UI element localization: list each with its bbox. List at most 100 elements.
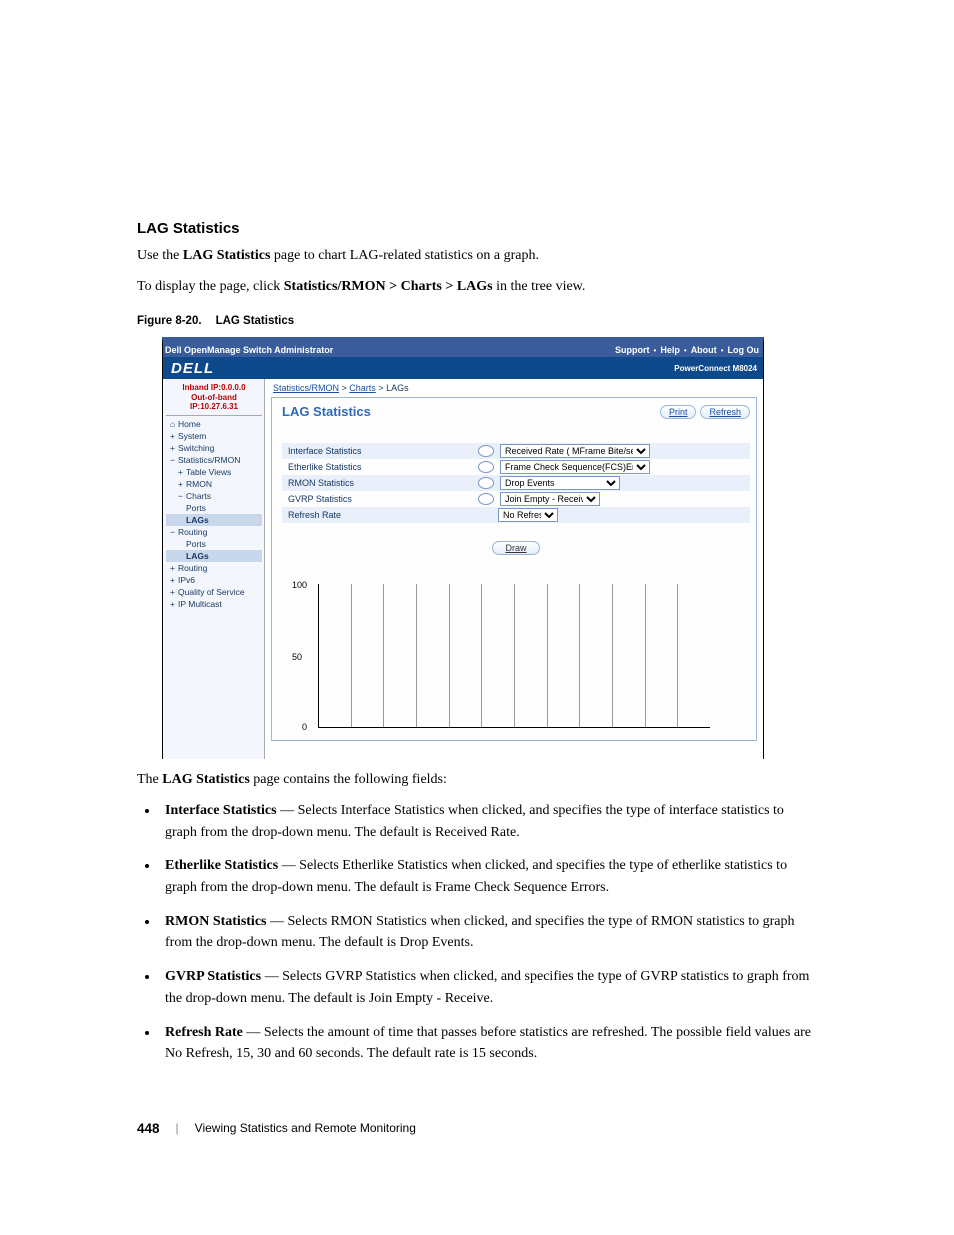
draw-row: Draw bbox=[282, 543, 750, 554]
select-refresh-rate[interactable]: No Refresh bbox=[498, 508, 558, 522]
intro-line-2: To display the page, click Statistics/RM… bbox=[137, 276, 817, 297]
label: Etherlike Statistics bbox=[282, 462, 478, 472]
radio-rmon[interactable] bbox=[478, 477, 494, 489]
label: GVRP Statistics bbox=[282, 494, 478, 504]
oob-ip: Out-of-band IP:10.27.6.31 bbox=[166, 393, 262, 412]
panel-head: LAG Statistics Print Refresh bbox=[282, 404, 750, 419]
text-bold: LAG Statistics bbox=[162, 772, 250, 787]
nav-ipv6[interactable]: +IPv6 bbox=[166, 574, 262, 586]
label: Refresh Rate bbox=[282, 510, 478, 520]
select-etherlike[interactable]: Frame Check Sequence(FCS)Errors bbox=[500, 460, 650, 474]
figure-caption: Figure 8-20. LAG Statistics bbox=[137, 315, 817, 327]
nav-stats[interactable]: −Statistics/RMON bbox=[166, 454, 262, 466]
crumb-stats[interactable]: Statistics/RMON bbox=[273, 383, 339, 393]
chapter-title: Viewing Statistics and Remote Monitoring bbox=[195, 1121, 416, 1135]
breadcrumb: Statistics/RMON > Charts > LAGs bbox=[271, 381, 757, 397]
radio-gvrp[interactable] bbox=[478, 493, 494, 505]
figure-number: Figure 8-20. bbox=[137, 315, 202, 327]
text: The bbox=[137, 772, 162, 787]
field-name: Interface Statistics bbox=[165, 803, 277, 818]
row-etherlike-stats: Etherlike Statistics Frame Check Sequenc… bbox=[282, 459, 750, 475]
nav-routing-lags[interactable]: LAGs bbox=[166, 550, 262, 562]
stats-form: Interface Statistics Received Rate ( MFr… bbox=[282, 443, 750, 523]
inband-ip: Inband IP:0.0.0.0 bbox=[166, 383, 262, 393]
field-name: GVRP Statistics bbox=[165, 969, 261, 984]
text: Use the bbox=[137, 248, 183, 263]
list-item: Interface Statistics — Selects Interface… bbox=[159, 800, 817, 843]
nav-charts-ports[interactable]: Ports bbox=[166, 502, 262, 514]
help-link[interactable]: Help bbox=[660, 345, 680, 355]
select-rmon[interactable]: Drop Events bbox=[500, 476, 620, 490]
about-link[interactable]: About bbox=[691, 345, 717, 355]
model-label: PowerConnect M8024 bbox=[674, 364, 763, 373]
text: To display the page, click bbox=[137, 279, 284, 294]
row-rmon-stats: RMON Statistics Drop Events bbox=[282, 475, 750, 491]
nav-routing-ports[interactable]: Ports bbox=[166, 538, 262, 550]
refresh-button[interactable]: Refresh bbox=[700, 405, 750, 419]
list-item: RMON Statistics — Selects RMON Statistic… bbox=[159, 911, 817, 954]
chart-axis bbox=[318, 584, 710, 728]
row-gvrp-stats: GVRP Statistics Join Empty - Receive bbox=[282, 491, 750, 507]
figure-title: LAG Statistics bbox=[216, 315, 295, 327]
logo-row: DELL PowerConnect M8024 bbox=[163, 357, 763, 379]
nav-system[interactable]: +System bbox=[166, 430, 262, 442]
nav-qos[interactable]: +Quality of Service bbox=[166, 586, 262, 598]
nav-ip-multicast[interactable]: +IP Multicast bbox=[166, 598, 262, 610]
titlebar: Dell OpenManage Switch Administrator Sup… bbox=[163, 343, 763, 357]
chart-area: 100 50 0 bbox=[282, 580, 750, 732]
nav-charts-lags[interactable]: LAGs bbox=[166, 514, 262, 526]
field-desc: — Selects the amount of time that passes… bbox=[165, 1025, 811, 1062]
nav-home[interactable]: ⌂Home bbox=[166, 418, 262, 430]
page-number: 448 bbox=[137, 1121, 160, 1136]
radio-interface[interactable] bbox=[478, 445, 494, 457]
main-pane: Statistics/RMON > Charts > LAGs LAG Stat… bbox=[265, 379, 763, 759]
text-bold: LAG Statistics bbox=[183, 248, 271, 263]
panel: LAG Statistics Print Refresh Interface S… bbox=[271, 397, 757, 741]
ip-block: Inband IP:0.0.0.0 Out-of-band IP:10.27.6… bbox=[166, 381, 262, 416]
section-heading: LAG Statistics bbox=[137, 220, 817, 237]
app-body: Inband IP:0.0.0.0 Out-of-band IP:10.27.6… bbox=[163, 379, 763, 759]
row-interface-stats: Interface Statistics Received Rate ( MFr… bbox=[282, 443, 750, 459]
nav-table-views[interactable]: +Table Views bbox=[166, 466, 262, 478]
print-button[interactable]: Print bbox=[660, 405, 697, 419]
nav-tree: Inband IP:0.0.0.0 Out-of-band IP:10.27.6… bbox=[163, 379, 265, 759]
panel-title: LAG Statistics bbox=[282, 404, 371, 419]
nav-charts[interactable]: −Charts bbox=[166, 490, 262, 502]
page-contains-text: The LAG Statistics page contains the fol… bbox=[137, 769, 817, 790]
label: Interface Statistics bbox=[282, 446, 478, 456]
nav-rmon[interactable]: +RMON bbox=[166, 478, 262, 490]
nav-routing2[interactable]: +Routing bbox=[166, 562, 262, 574]
logout-link[interactable]: Log Ou bbox=[728, 345, 760, 355]
ytick-0: 0 bbox=[302, 722, 307, 732]
ytick-100: 100 bbox=[292, 580, 307, 590]
crumb-lags: LAGs bbox=[386, 383, 409, 393]
intro-line-1: Use the LAG Statistics page to chart LAG… bbox=[137, 245, 817, 266]
crumb-charts[interactable]: Charts bbox=[349, 383, 376, 393]
ytick-50: 50 bbox=[292, 652, 302, 662]
radio-etherlike[interactable] bbox=[478, 461, 494, 473]
support-link[interactable]: Support bbox=[615, 345, 650, 355]
footer-divider: | bbox=[176, 1121, 179, 1135]
nav-switching[interactable]: +Switching bbox=[166, 442, 262, 454]
text-bold: Statistics/RMON > Charts > LAGs bbox=[284, 279, 493, 294]
list-item: GVRP Statistics — Selects GVRP Statistic… bbox=[159, 966, 817, 1009]
field-desc: — Selects GVRP Statistics when clicked, … bbox=[165, 969, 809, 1006]
list-item: Refresh Rate — Selects the amount of tim… bbox=[159, 1022, 817, 1065]
field-name: Refresh Rate bbox=[165, 1025, 243, 1040]
page-footer: 448 | Viewing Statistics and Remote Moni… bbox=[137, 1121, 817, 1136]
list-item: Etherlike Statistics — Selects Etherlike… bbox=[159, 855, 817, 898]
draw-button[interactable]: Draw bbox=[492, 541, 539, 555]
text: page contains the following fields: bbox=[253, 772, 447, 787]
field-name: RMON Statistics bbox=[165, 914, 267, 929]
select-interface[interactable]: Received Rate ( MFrame Bite/sec ) bbox=[500, 444, 650, 458]
field-name: Etherlike Statistics bbox=[165, 858, 278, 873]
window-title: Dell OpenManage Switch Administrator bbox=[165, 345, 333, 355]
screenshot: Dell OpenManage Switch Administrator Sup… bbox=[162, 337, 764, 759]
select-gvrp[interactable]: Join Empty - Receive bbox=[500, 492, 600, 506]
label: RMON Statistics bbox=[282, 478, 478, 488]
text: in the tree view. bbox=[493, 279, 586, 294]
dell-logo: DELL bbox=[163, 360, 214, 377]
nav-routing[interactable]: −Routing bbox=[166, 526, 262, 538]
row-refresh-rate: Refresh Rate No Refresh bbox=[282, 507, 750, 523]
text: page to chart LAG-related statistics on … bbox=[270, 248, 539, 263]
